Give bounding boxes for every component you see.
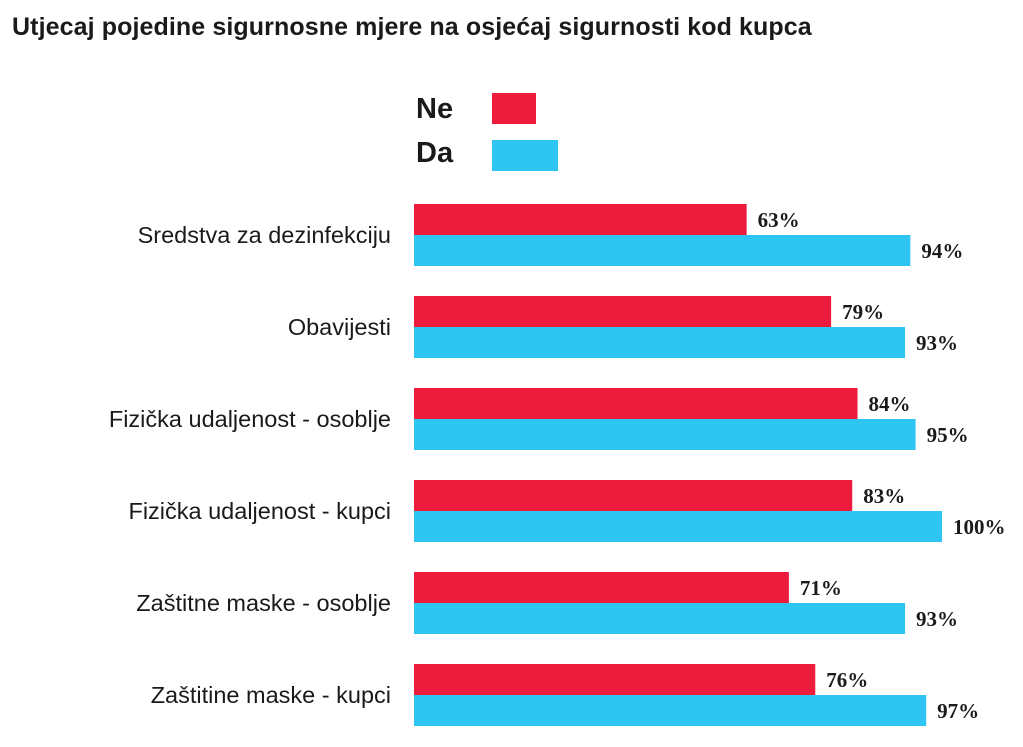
bar-ne-obavijesti bbox=[414, 296, 832, 327]
bar-da-fizicka-udaljenost-osoblje bbox=[414, 419, 916, 450]
legend-swatch-da bbox=[492, 140, 558, 171]
category-group-zastitne-maske-osoblje: Zaštitne maske - osoblje 71% 93% bbox=[136, 572, 958, 634]
value-label-da: 93% bbox=[916, 331, 958, 355]
bar-ne-fizicka-udaljenost-osoblje bbox=[414, 388, 858, 419]
legend-label-ne: Ne bbox=[416, 93, 453, 125]
value-label-ne: 71% bbox=[800, 576, 842, 600]
bar-ne-fizicka-udaljenost-kupci bbox=[414, 480, 853, 511]
bar-da-obavijesti bbox=[414, 327, 906, 358]
bar-da-fizicka-udaljenost-kupci bbox=[414, 511, 942, 542]
bar-da-zastitne-maske-osoblje bbox=[414, 603, 906, 634]
value-label-da: 94% bbox=[921, 239, 963, 263]
legend: Ne Da bbox=[416, 93, 558, 171]
category-label: Zaštitine maske - kupci bbox=[151, 682, 391, 708]
value-label-ne: 79% bbox=[842, 300, 884, 324]
bar-da-sredstva-za-dezinfekciju bbox=[414, 235, 911, 266]
category-group-fizicka-udaljenost-osoblje: Fizička udaljenost - osoblje 84% 95% bbox=[109, 388, 969, 450]
category-label: Fizička udaljenost - osoblje bbox=[109, 406, 391, 432]
legend-item-da: Da bbox=[416, 137, 558, 171]
bar-ne-sredstva-za-dezinfekciju bbox=[414, 204, 747, 235]
category-label: Fizička udaljenost - kupci bbox=[128, 498, 391, 524]
category-group-sredstva-za-dezinfekciju: Sredstva za dezinfekciju 63% 94% bbox=[138, 204, 963, 266]
value-label-da: 97% bbox=[937, 699, 979, 723]
category-group-zastitine-maske-kupci: Zaštitine maske - kupci 76% 97% bbox=[151, 664, 979, 726]
chart-title: Utjecaj pojedine sigurnosne mjere na osj… bbox=[12, 13, 812, 41]
value-label-da: 100% bbox=[953, 515, 1006, 539]
legend-label-da: Da bbox=[416, 137, 454, 169]
category-group-fizicka-udaljenost-kupci: Fizička udaljenost - kupci 83% 100% bbox=[128, 480, 1006, 542]
category-label: Zaštitne maske - osoblje bbox=[136, 590, 391, 616]
category-group-obavijesti: Obavijesti 79% 93% bbox=[288, 296, 958, 358]
value-label-ne: 63% bbox=[758, 208, 800, 232]
value-label-ne: 83% bbox=[863, 484, 905, 508]
bar-ne-zastitine-maske-kupci bbox=[414, 664, 816, 695]
value-label-da: 95% bbox=[927, 423, 969, 447]
value-label-da: 93% bbox=[916, 607, 958, 631]
legend-item-ne: Ne bbox=[416, 93, 536, 125]
bar-da-zastitine-maske-kupci bbox=[414, 695, 927, 726]
category-label: Sredstva za dezinfekciju bbox=[138, 222, 391, 248]
category-label: Obavijesti bbox=[288, 314, 391, 340]
value-label-ne: 84% bbox=[869, 392, 911, 416]
plot-area: Sredstva za dezinfekciju 63% 94% Obavijesti… bbox=[109, 204, 1006, 726]
bar-ne-zastitne-maske-osoblje bbox=[414, 572, 789, 603]
legend-swatch-ne bbox=[492, 93, 536, 124]
value-label-ne: 76% bbox=[826, 668, 868, 692]
